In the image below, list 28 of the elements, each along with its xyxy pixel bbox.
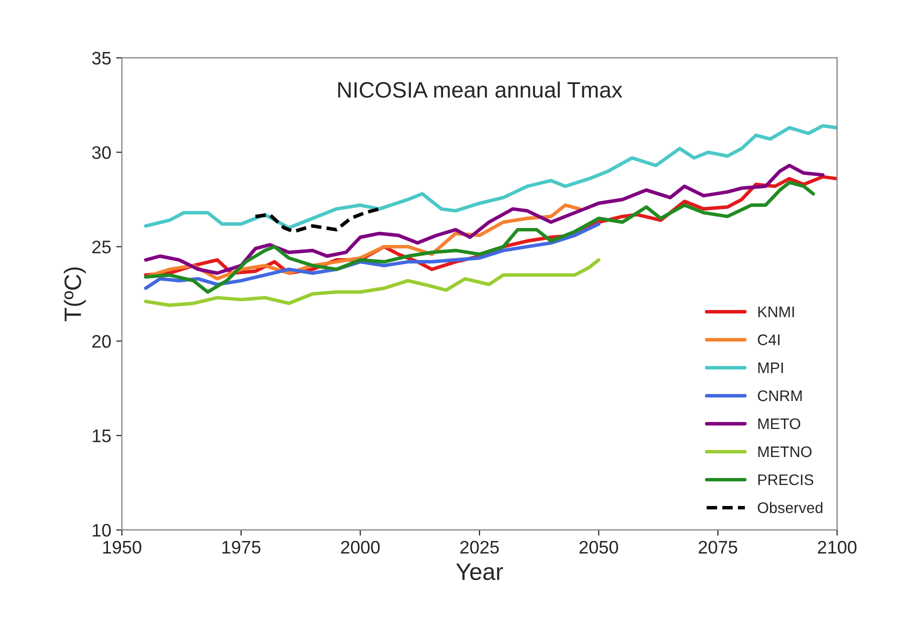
x-axis-title: Year [456, 564, 503, 580]
legend-label: PRECIS [758, 474, 814, 486]
line-series [144, 258, 600, 307]
x-tick-label: 1975 [222, 540, 260, 554]
x-tick-label: 2025 [460, 540, 499, 554]
text: NICOSIA mean annual Tmax [338, 81, 622, 98]
legend-label: CNRM [758, 390, 802, 402]
legend-label: METO [758, 418, 800, 430]
x-tick-label: 1950 [103, 540, 142, 554]
y-tick-label: 15 [92, 430, 111, 442]
x-tick-label: 2100 [818, 540, 856, 554]
legend-label: METNO [758, 446, 812, 458]
line-series [144, 180, 815, 294]
x-tick-label: 2050 [580, 540, 618, 554]
legend-label: C4I [758, 334, 780, 346]
y-tick-label: 25 [92, 240, 111, 254]
y-axis-title: T(ºC) [64, 267, 86, 322]
y-tick-label: 30 [92, 146, 111, 159]
y-tick-label: 35 [92, 52, 111, 65]
x-tick-label: 2000 [341, 540, 380, 554]
y-tick-label: 10 [92, 524, 111, 537]
line-series [254, 207, 382, 234]
legend-label: KNMI [758, 306, 794, 318]
legend-label: MPI [758, 362, 783, 374]
x-tick-label: 2075 [698, 540, 738, 554]
y-tick-label: 20 [92, 335, 111, 348]
line-series [144, 124, 838, 230]
legend-label: Observed [758, 502, 822, 514]
